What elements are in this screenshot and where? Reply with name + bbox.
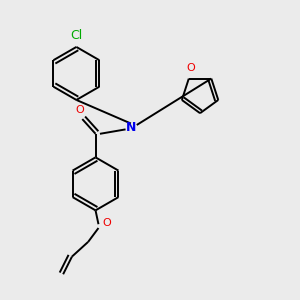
Text: O: O (102, 218, 111, 228)
Text: N: N (126, 122, 136, 134)
Text: O: O (186, 63, 195, 73)
Text: O: O (76, 105, 84, 115)
Text: Cl: Cl (70, 28, 82, 42)
